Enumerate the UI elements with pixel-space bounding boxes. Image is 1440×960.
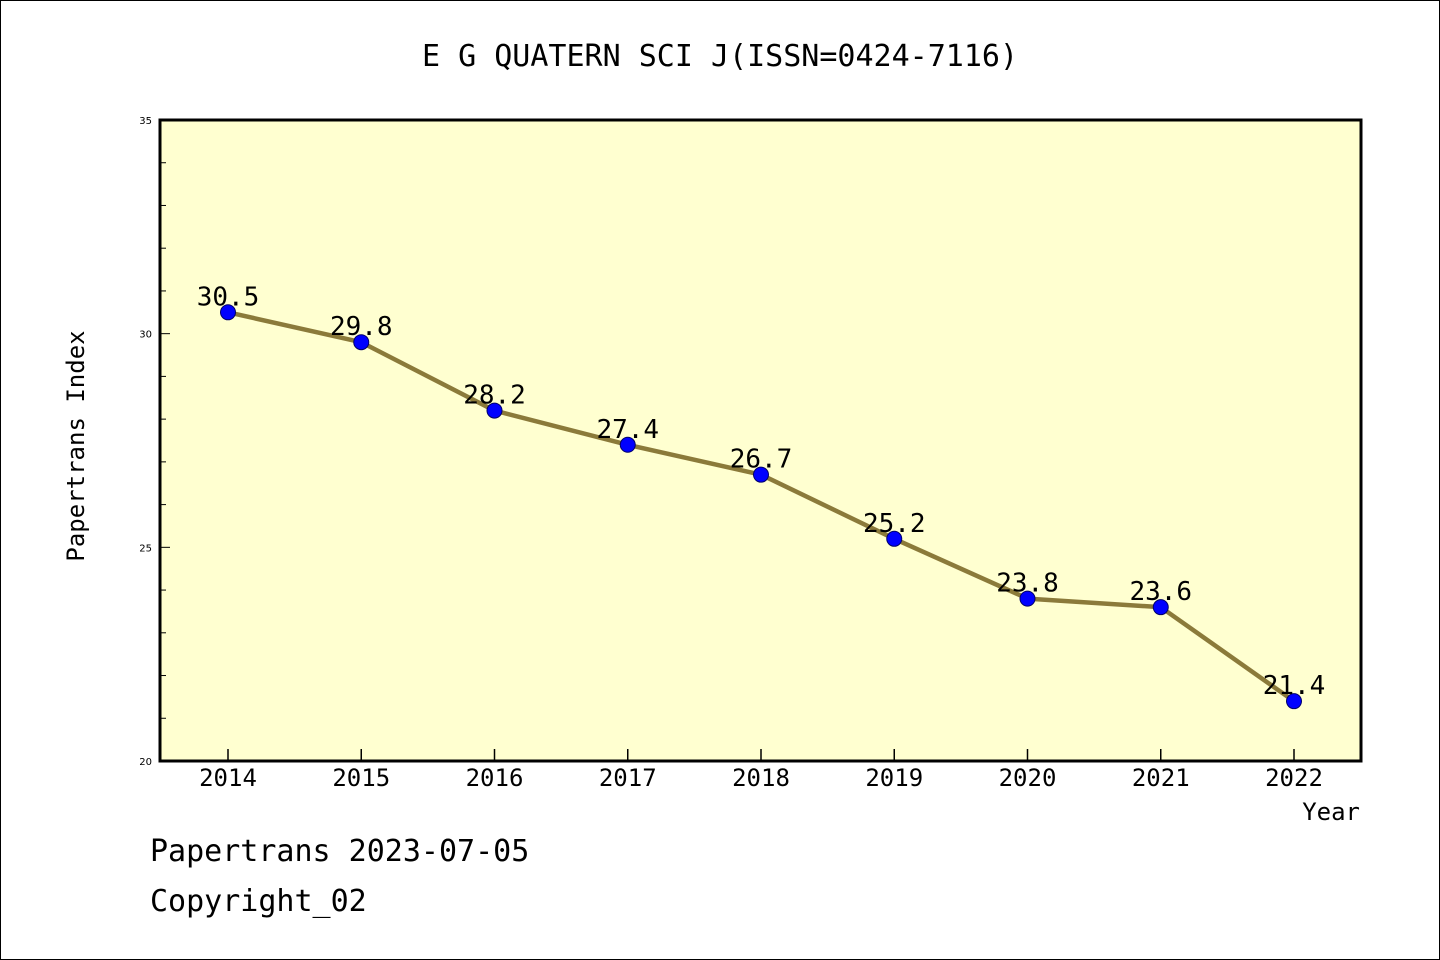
y-axis: 20 25 30 35 xyxy=(139,116,170,768)
plot-area xyxy=(158,118,1363,763)
data-label: 23.6 xyxy=(1129,577,1192,607)
data-point-marker xyxy=(1019,590,1036,607)
footer-copyright: Copyright_02 xyxy=(150,884,367,919)
data-point-marker xyxy=(1286,693,1302,710)
data-label: 28.2 xyxy=(463,381,526,411)
data-point-marker xyxy=(220,304,236,321)
data-label: 29.8 xyxy=(330,312,393,342)
x-axis-label: Year xyxy=(1302,798,1360,826)
y-tick-label: 25 xyxy=(139,543,152,554)
data-markers xyxy=(220,304,1302,710)
x-tick-label: 2014 xyxy=(199,764,257,792)
y-tick-label: 35 xyxy=(139,116,152,127)
x-tick-label: 2020 xyxy=(999,764,1057,792)
x-tick-label: 2018 xyxy=(732,764,790,792)
data-label: 25.2 xyxy=(863,509,926,539)
x-tick-label: 2017 xyxy=(599,764,657,792)
data-label: 23.8 xyxy=(996,569,1059,599)
data-label: 27.4 xyxy=(596,415,659,445)
y-tick-label: 20 xyxy=(139,757,152,768)
y-tick-label: 30 xyxy=(139,330,152,341)
data-point-marker xyxy=(486,402,503,419)
data-label: 26.7 xyxy=(730,445,793,475)
footer-date: Papertrans 2023-07-05 xyxy=(150,834,530,869)
y-axis-label: Papertrans Index xyxy=(62,330,90,561)
data-point-marker xyxy=(619,436,636,453)
x-tick-label: 2022 xyxy=(1265,764,1323,792)
x-tick-label: 2019 xyxy=(865,764,923,792)
data-point-marker xyxy=(353,334,370,351)
x-tick-label: 2021 xyxy=(1132,764,1190,792)
x-tick-label: 2015 xyxy=(332,764,390,792)
data-point-marker xyxy=(1152,599,1169,616)
data-label: 21.4 xyxy=(1263,671,1326,701)
data-point-marker xyxy=(753,466,769,483)
data-labels: 30.5 29.8 28.2 27.4 26.7 25.2 23.8 23.6 21.4 xyxy=(197,282,1326,701)
data-point-marker xyxy=(886,530,903,547)
x-axis: 2014 2015 2016 2017 2018 2019 2020 2021 2022 xyxy=(199,749,1323,792)
data-label: 30.5 xyxy=(197,282,260,312)
chart-title: E G QUATERN SCI J(ISSN=0424-7116) xyxy=(422,39,1018,74)
x-tick-label: 2016 xyxy=(466,764,524,792)
